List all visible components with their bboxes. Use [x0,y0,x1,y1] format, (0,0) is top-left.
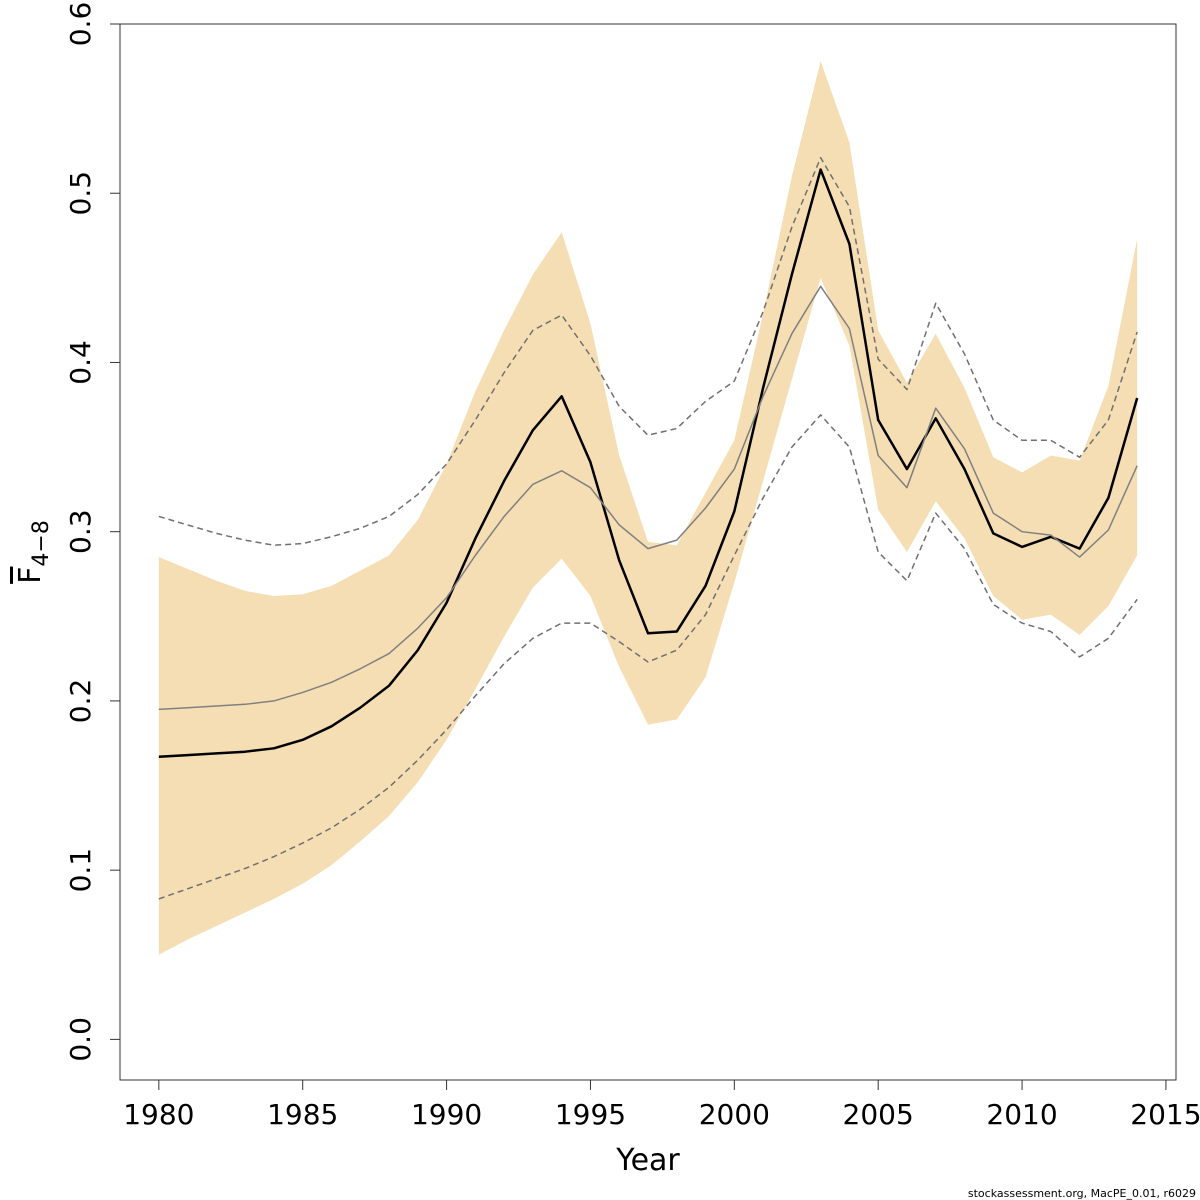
y-axis-title-base: F [13,567,48,584]
x-axis-title: Year [615,1143,680,1178]
series-line-2 [158,285,1138,711]
y-tick-label: 0.6 [64,2,97,47]
x-tick-label: 2000 [699,1098,770,1131]
y-tick-label: 0.4 [64,340,97,385]
x-tick-label: 1985 [267,1098,338,1131]
y-tick-label: 0.0 [64,1017,97,1062]
x-tick-label: 2005 [843,1098,914,1131]
y-axis: 0.0 0.1 0.2 0.3 0.4 0.5 0.6 [64,2,121,1062]
plot-area [158,61,1139,955]
y-tick-label: 0.1 [64,848,97,893]
y-tick-label: 0.3 [64,509,97,554]
x-tick-label: 1980 [123,1098,194,1131]
x-tick-label: 1995 [555,1098,626,1131]
series-line-4 [158,414,1138,900]
x-tick-label: 1990 [411,1098,482,1131]
credit-text: stockassessment.org, MacPE_0.01, r6029 [968,1187,1196,1200]
series-line-1 [158,168,1139,759]
x-tick-label: 2015 [1130,1098,1200,1131]
y-axis-title-subscript: 4−8 [29,520,54,566]
y-axis-title: F4−8 [13,520,54,584]
x-tick-label: 2010 [986,1098,1057,1131]
y-tick-label: 0.2 [64,679,97,724]
x-axis: 1980 1985 1990 1995 2000 2005 2010 2015 [123,1079,1200,1131]
confidence-band [158,61,1138,955]
svg-text:F4−8: F4−8 [13,520,54,584]
y-tick-label: 0.5 [64,171,97,216]
